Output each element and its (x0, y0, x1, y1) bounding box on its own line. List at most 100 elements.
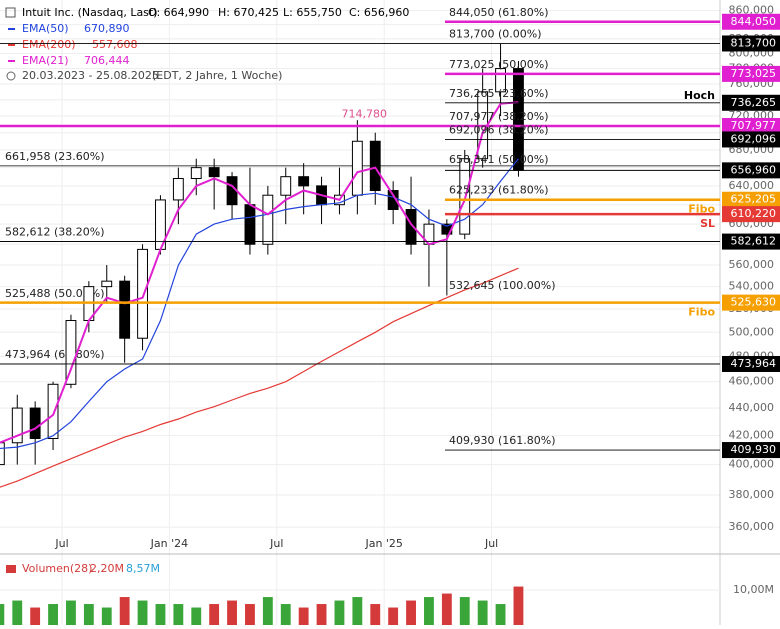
y-tick-label: 440,000 (729, 401, 775, 414)
volume-bar (388, 607, 399, 625)
fib-label: 625,233 (61.80%) (449, 184, 549, 197)
volume-last: 2,20M (90, 562, 124, 575)
ema-line (0, 158, 519, 450)
y-tick-label: 540,000 (729, 280, 775, 293)
price-tag (722, 13, 780, 30)
candle-body (244, 204, 256, 245)
volume-bar (173, 604, 184, 625)
volume-bar (245, 604, 255, 625)
fib-label: 736,265 (23.60%) (449, 87, 549, 100)
volume-bar (209, 604, 220, 625)
candle-body (280, 176, 292, 196)
icon (5, 7, 16, 18)
candle-body (119, 280, 131, 339)
volume-bar (83, 604, 94, 625)
price-tag-label: 844,050 (731, 15, 777, 28)
price-tag (722, 35, 780, 52)
price-tag (722, 118, 780, 135)
volume-bar (352, 597, 363, 625)
price-tag (722, 162, 780, 179)
x-tick-label: Jan '24 (150, 537, 188, 550)
price-tag-label: 610,220 (731, 207, 777, 220)
volume-bar (12, 600, 23, 625)
y-tick-label: 380,000 (729, 488, 775, 501)
candle-body (208, 167, 220, 178)
info: (EDT, 2 Jahre, 1 Woche) (152, 69, 282, 82)
volume-bar (406, 600, 416, 625)
candle-body (190, 167, 202, 180)
volume-avg: 8,57M (126, 562, 160, 575)
candle-body (262, 194, 274, 245)
price-tag-label: 409,930 (731, 443, 777, 456)
volume-bar (227, 600, 237, 625)
annotation: Hoch (684, 89, 715, 102)
legend-swatch (8, 60, 15, 62)
volume-bar (370, 604, 381, 625)
annotation: 714,780 (342, 107, 388, 120)
volume-bar (0, 604, 5, 625)
price-tag-label: 773,025 (731, 67, 777, 80)
candle-body (137, 248, 148, 339)
volume-bar (495, 604, 506, 625)
fib-label: 661,958 (23.60%) (5, 150, 105, 163)
candle-body (405, 209, 417, 245)
fib-label: 658,341 (50.00%) (449, 153, 549, 166)
price-tag (722, 206, 780, 223)
fib-label: 813,700 (0.00%) (449, 27, 542, 40)
volume-bar (48, 604, 58, 625)
candle-body (29, 407, 41, 439)
title: Intuit Inc. (Nasdaq, Last) (22, 6, 158, 19)
candle-body (298, 176, 310, 187)
date-range: 20.03.2023 - 25.08.2025 (22, 69, 159, 82)
legend-value: 557,608 (92, 38, 138, 51)
y-tick-label: 460,000 (729, 375, 775, 388)
price-tag (722, 191, 780, 208)
y-tick-label: 560,000 (729, 258, 775, 271)
fib-label: 409,930 (161.80%) (449, 434, 556, 447)
volume-bar (119, 597, 130, 625)
candle-body (65, 320, 77, 385)
price-tag-label: 813,700 (731, 36, 777, 49)
volume-bar (298, 607, 309, 625)
price-tag (722, 131, 780, 148)
legend-swatch (8, 44, 15, 46)
volume-bar (262, 597, 273, 625)
price-tag-label: 473,964 (731, 357, 777, 370)
volume-bar (477, 600, 488, 625)
fib-label: 473,964 (61.80%) (5, 348, 105, 361)
fib-label: 773,025 (50.00%) (449, 58, 549, 71)
legend-swatch (8, 28, 15, 30)
price-tag (722, 294, 780, 311)
price-tag (722, 65, 780, 82)
price-tag-label: 692,096 (731, 132, 777, 145)
plot (0, 0, 720, 625)
candle-body (495, 68, 506, 93)
close: C: 656,960 (349, 6, 409, 19)
volume-bar (513, 586, 524, 625)
ema-line (0, 267, 519, 488)
y-tick-label: 360,000 (729, 520, 775, 533)
y-tick-label: 10,00M (733, 583, 774, 596)
x-tick-label: Jul (484, 537, 498, 550)
fib-label: 844,050 (61.80%) (449, 6, 549, 19)
volume-bar (191, 607, 202, 625)
annotation: SL (700, 217, 715, 230)
x-tick-label: Jan '25 (364, 537, 402, 550)
legend-label: EMA(50) (22, 22, 69, 35)
annotation: Fibo (688, 203, 715, 216)
candle-body (351, 140, 363, 196)
y-tick-label: 640,000 (729, 179, 775, 192)
price-tag (722, 355, 780, 372)
candle-body (47, 383, 59, 439)
y-tick-label: 860,000 (729, 4, 775, 17)
high: H: 670,425 (218, 6, 279, 19)
candle-body (101, 280, 113, 288)
open: O: 664,990 (148, 6, 209, 19)
volume-bar (316, 604, 327, 625)
volume-bar (441, 593, 452, 625)
candle-body (172, 178, 184, 201)
clock-icon (6, 71, 16, 81)
fib-label: 707,977 (38.20%) (449, 110, 549, 123)
